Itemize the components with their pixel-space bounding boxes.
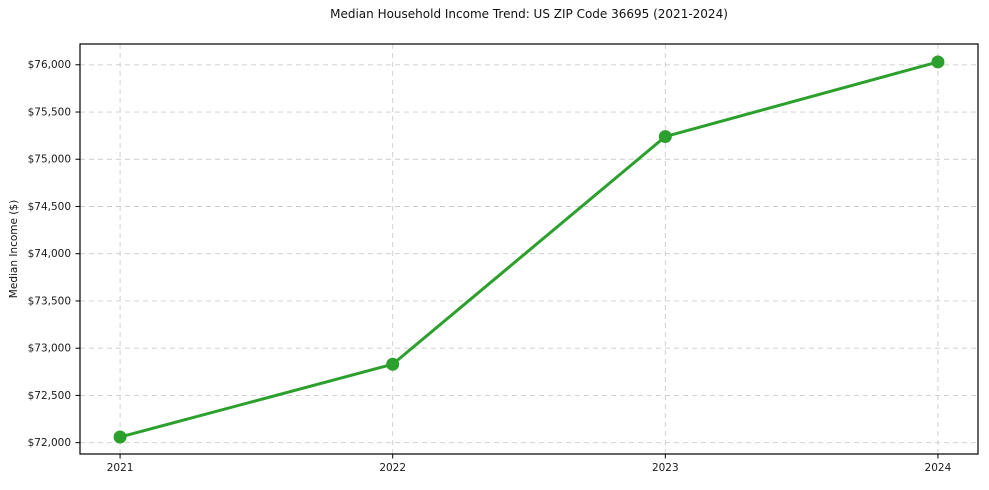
y-tick-label: $74,000 bbox=[28, 248, 71, 260]
x-tick-label: 2023 bbox=[652, 462, 679, 474]
y-tick-label: $75,500 bbox=[28, 106, 71, 118]
y-tick-label: $72,500 bbox=[28, 390, 71, 402]
y-axis-label: Median Income ($) bbox=[8, 199, 20, 299]
x-tick-label: 2021 bbox=[107, 462, 134, 474]
y-tick-label: $74,500 bbox=[28, 201, 71, 213]
y-tick-label: $73,500 bbox=[28, 295, 71, 307]
axes-spines bbox=[79, 43, 979, 455]
data-point bbox=[386, 357, 400, 371]
y-tick-label: $72,000 bbox=[28, 437, 71, 449]
x-tick-label: 2022 bbox=[379, 462, 406, 474]
y-tick-label: $75,000 bbox=[28, 154, 71, 166]
data-point bbox=[113, 430, 127, 444]
x-tick-label: 2024 bbox=[925, 462, 952, 474]
data-point bbox=[658, 130, 672, 144]
income-trend-line bbox=[118, 60, 940, 439]
data-point bbox=[931, 55, 945, 69]
chart-title: Median Household Income Trend: US ZIP Co… bbox=[330, 7, 728, 21]
y-tick-label: $76,000 bbox=[28, 59, 71, 71]
y-tick-label: $73,000 bbox=[28, 343, 71, 355]
